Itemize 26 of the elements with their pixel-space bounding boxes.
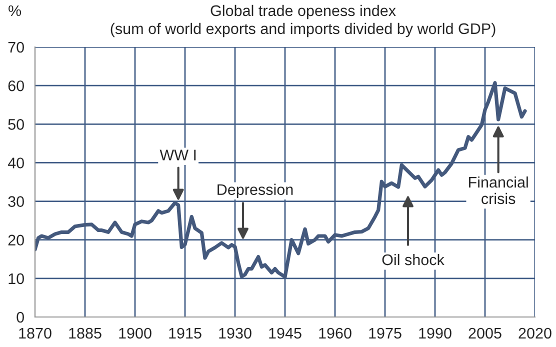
y-tick-label: 0 <box>16 312 24 323</box>
y-tick-label: 10 <box>8 273 24 284</box>
annotation: Oil shock <box>382 254 444 266</box>
x-tick-label: 2005 <box>468 328 502 339</box>
x-tick-label: 1960 <box>319 328 352 339</box>
x-tick-label: 1870 <box>19 328 52 339</box>
x-tick-label: 1930 <box>219 328 252 339</box>
chart-subtitle: (sum of world exports and imports divided by world GDP) <box>110 22 496 38</box>
x-tick-label: 1900 <box>119 328 152 339</box>
y-tick-label: 20 <box>8 234 24 246</box>
y-tick-label: 50 <box>8 119 24 130</box>
y-tick-label: 40 <box>8 158 24 168</box>
x-tick-label: 1885 <box>69 328 102 339</box>
x-tick-label: 1915 <box>169 328 202 339</box>
annotation: Depression <box>218 184 293 198</box>
chart-title: Global trade openess index <box>210 4 396 20</box>
x-tick-label: 2020 <box>518 328 552 339</box>
y-axis-title: % <box>8 5 22 16</box>
annotation: Financial crisis <box>469 176 528 204</box>
y-tick-label: 70 <box>8 42 24 53</box>
annotation: WW I <box>160 150 196 160</box>
x-tick-label: 1945 <box>269 328 302 339</box>
x-tick-label: 1990 <box>419 328 452 339</box>
y-tick-label: 60 <box>8 80 24 92</box>
x-tick-label: 1975 <box>369 328 402 339</box>
y-tick-label: 30 <box>8 196 24 207</box>
